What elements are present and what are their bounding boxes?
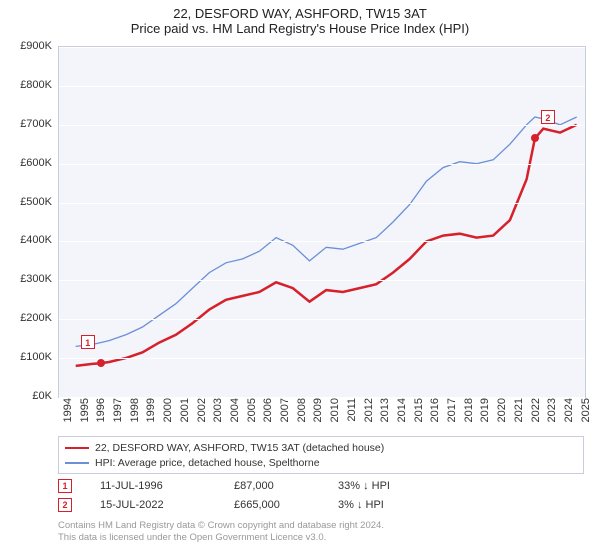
x-axis-label: 2022 <box>530 398 542 432</box>
x-axis-label: 2016 <box>429 398 441 432</box>
x-axis-label: 2008 <box>296 398 308 432</box>
x-axis-label: 2007 <box>279 398 291 432</box>
x-axis-label: 2020 <box>496 398 508 432</box>
footer-text: Contains HM Land Registry data © Crown c… <box>58 520 584 544</box>
x-axis-label: 2012 <box>363 398 375 432</box>
x-axis-label: 2017 <box>446 398 458 432</box>
x-axis-label: 1995 <box>79 398 91 432</box>
x-axis-label: 1997 <box>112 398 124 432</box>
x-axis-label: 2011 <box>346 398 358 432</box>
marker-dot <box>97 359 105 367</box>
x-axis-label: 2014 <box>396 398 408 432</box>
y-axis-label: £500K <box>20 196 52 208</box>
legend-swatch-blue <box>65 462 89 464</box>
y-axis-label: £0K <box>32 390 52 402</box>
series-line <box>76 125 577 366</box>
x-axis-label: 2003 <box>212 398 224 432</box>
y-axis-label: £200K <box>20 312 52 324</box>
title-line2: Price paid vs. HM Land Registry's House … <box>0 21 600 36</box>
legend-swatch-red <box>65 447 89 449</box>
line-svg <box>59 47 585 397</box>
x-axis-label: 1998 <box>129 398 141 432</box>
x-axis-label: 1996 <box>95 398 107 432</box>
marker-dot <box>531 134 539 142</box>
grid-line <box>59 280 585 281</box>
txn-price-2: £665,000 <box>234 499 314 511</box>
footer-line2: This data is licensed under the Open Gov… <box>58 532 584 544</box>
grid-line <box>59 241 585 242</box>
y-axis-label: £800K <box>20 79 52 91</box>
grid-line <box>59 358 585 359</box>
title-line1: 22, DESFORD WAY, ASHFORD, TW15 3AT <box>0 6 600 21</box>
y-axis-label: £900K <box>20 40 52 52</box>
y-axis-label: £100K <box>20 351 52 363</box>
marker-badge-1: 1 <box>58 479 72 493</box>
x-axis-label: 2001 <box>179 398 191 432</box>
transaction-rows: 1 11-JUL-1996 £87,000 33% ↓ HPI 2 15-JUL… <box>58 476 584 514</box>
x-axis-label: 2024 <box>563 398 575 432</box>
x-axis-label: 2000 <box>162 398 174 432</box>
x-axis-label: 2019 <box>479 398 491 432</box>
x-axis-label: 2015 <box>413 398 425 432</box>
legend-box: 22, DESFORD WAY, ASHFORD, TW15 3AT (deta… <box>58 436 584 474</box>
x-axis-label: 2004 <box>229 398 241 432</box>
y-axis-label: £400K <box>20 234 52 246</box>
y-axis-label: £600K <box>20 157 52 169</box>
txn-pct-1: 33% ↓ HPI <box>338 480 428 492</box>
marker-badge-2: 2 <box>58 498 72 512</box>
grid-line <box>59 86 585 87</box>
x-axis-label: 1994 <box>62 398 74 432</box>
x-axis-label: 2010 <box>329 398 341 432</box>
x-axis-label: 2002 <box>196 398 208 432</box>
title-block: 22, DESFORD WAY, ASHFORD, TW15 3AT Price… <box>0 0 600 36</box>
chart-area: 12 £0K£100K£200K£300K£400K£500K£600K£700… <box>58 46 584 396</box>
x-axis-label: 2009 <box>312 398 324 432</box>
x-axis-label: 2025 <box>580 398 592 432</box>
transaction-row-1: 1 11-JUL-1996 £87,000 33% ↓ HPI <box>58 476 584 495</box>
marker-badge: 1 <box>81 335 95 349</box>
x-axis-label: 2006 <box>262 398 274 432</box>
legend-row-1: 22, DESFORD WAY, ASHFORD, TW15 3AT (deta… <box>65 440 577 455</box>
plot-region: 12 <box>58 46 586 398</box>
grid-line <box>59 47 585 48</box>
legend-row-2: HPI: Average price, detached house, Spel… <box>65 455 577 470</box>
x-axis-label: 2005 <box>246 398 258 432</box>
x-axis-label: 2023 <box>546 398 558 432</box>
x-axis-label: 2013 <box>379 398 391 432</box>
txn-pct-2: 3% ↓ HPI <box>338 499 428 511</box>
x-axis-label: 2021 <box>513 398 525 432</box>
grid-line <box>59 125 585 126</box>
y-axis-label: £700K <box>20 118 52 130</box>
transaction-row-2: 2 15-JUL-2022 £665,000 3% ↓ HPI <box>58 495 584 514</box>
grid-line <box>59 164 585 165</box>
y-axis-label: £300K <box>20 273 52 285</box>
x-axis-label: 2018 <box>463 398 475 432</box>
grid-line <box>59 203 585 204</box>
chart-container: 22, DESFORD WAY, ASHFORD, TW15 3AT Price… <box>0 0 600 560</box>
marker-badge: 2 <box>541 110 555 124</box>
series-line <box>76 117 577 346</box>
txn-date-2: 15-JUL-2022 <box>100 499 210 511</box>
txn-price-1: £87,000 <box>234 480 314 492</box>
legend-label-2: HPI: Average price, detached house, Spel… <box>95 457 320 469</box>
x-axis-label: 1999 <box>145 398 157 432</box>
txn-date-1: 11-JUL-1996 <box>100 480 210 492</box>
legend-label-1: 22, DESFORD WAY, ASHFORD, TW15 3AT (deta… <box>95 442 384 454</box>
footer-line1: Contains HM Land Registry data © Crown c… <box>58 520 584 532</box>
grid-line <box>59 319 585 320</box>
